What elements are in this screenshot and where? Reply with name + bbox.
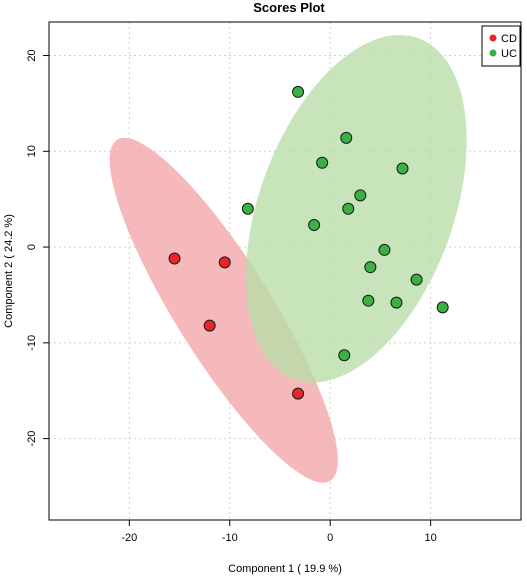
point-uc [364,261,377,274]
y-axis-ticks: 20 10 0 -10 -20 [26,49,49,447]
y-tick-label: -10 [26,335,38,351]
point-cd [292,387,305,400]
point-uc [316,156,329,169]
y-tick-label: 20 [26,49,38,61]
point-uc [378,243,391,256]
ellipse-uc [245,35,467,383]
point-uc [390,296,403,309]
point-cd [203,319,216,332]
point-uc [292,85,305,98]
legend-marker-uc [489,49,497,57]
point-uc [354,189,367,202]
point-uc [342,202,355,215]
chart-title: Scores Plot [253,0,325,15]
legend-label-uc: UC [501,48,517,60]
point-cd [168,252,181,265]
point-cd [218,256,231,269]
plot-frame [48,21,522,521]
point-uc [436,301,449,314]
x-tick-label: -20 [121,532,137,544]
legend: CD UC [481,25,521,67]
legend-label-cd: CD [501,33,517,45]
point-uc [396,162,409,175]
y-axis-label: Component 2 ( 24.2 %) [3,214,15,328]
x-axis-label: Component 1 ( 19.9 %) [228,563,342,575]
point-uc [410,273,423,286]
y-tick-label: 10 [26,145,38,157]
y-tick-label: 0 [26,244,38,250]
point-uc [308,219,321,232]
legend-marker-cd [489,34,497,42]
point-uc [338,349,351,362]
score-points [168,85,449,400]
x-tick-label: -10 [222,532,238,544]
point-uc [241,202,254,215]
legend-box [481,25,521,67]
y-tick-label: -20 [26,431,38,447]
x-tick-label: 10 [424,532,436,544]
point-uc [362,294,375,307]
confidence-ellipses [109,35,467,483]
x-axis-ticks: -20 -10 0 10 [121,520,437,544]
point-uc [340,131,353,144]
x-tick-label: 0 [327,532,333,544]
ellipse-cd [109,137,338,483]
